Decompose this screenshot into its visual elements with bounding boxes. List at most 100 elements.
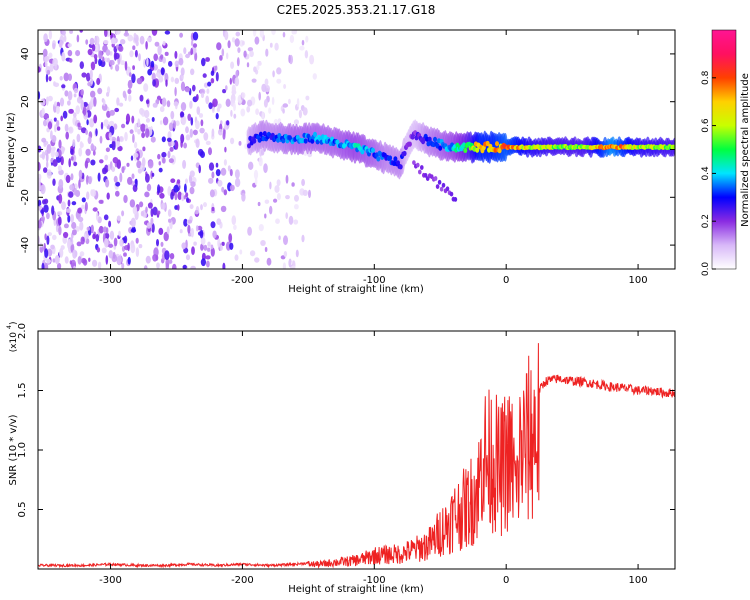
noise-cell — [100, 121, 104, 130]
noise-cell — [226, 52, 229, 60]
noise-cell — [246, 62, 250, 68]
noise-cell — [108, 250, 114, 259]
noise-cell — [183, 142, 188, 149]
colorbar-tick-label: 0.8 — [701, 70, 711, 85]
noise-cell — [203, 132, 209, 141]
noise-cell — [239, 249, 243, 255]
noise-cell — [68, 58, 73, 63]
noise-cell — [86, 72, 91, 82]
noise-cell — [237, 47, 241, 53]
noise-cell — [123, 252, 127, 257]
noise-cell — [44, 248, 49, 259]
noise-cell — [164, 51, 169, 57]
noise-cell — [56, 120, 60, 127]
noise-cell — [121, 210, 125, 217]
noise-cell — [92, 150, 96, 156]
noise-cell — [276, 193, 281, 201]
noise-cell — [169, 253, 175, 260]
noise-cell — [132, 133, 135, 143]
spectrogram-noise-cells — [38, 30, 317, 269]
noise-cell — [104, 30, 108, 37]
noise-cell — [288, 215, 294, 225]
snr-y-tick-label: 1.0 — [17, 442, 28, 458]
noise-cell — [78, 147, 83, 157]
trace-branch-cell — [437, 179, 442, 185]
noise-cell — [67, 49, 73, 57]
noise-cell — [218, 128, 223, 136]
noise-cell — [257, 201, 261, 207]
noise-cell — [95, 212, 99, 221]
noise-cell — [98, 58, 102, 67]
noise-cell — [185, 126, 189, 134]
noise-cell — [93, 96, 97, 107]
noise-cell — [135, 247, 140, 258]
noise-cell — [271, 30, 276, 36]
noise-cell — [229, 169, 233, 177]
noise-cell — [44, 61, 48, 68]
noise-cell — [199, 127, 205, 134]
figure-title: C2E5.2025.353.21.17.G18 — [277, 3, 436, 17]
noise-cell — [115, 64, 120, 72]
noise-cell — [65, 208, 72, 213]
noise-cell — [288, 54, 291, 64]
noise-cell — [56, 126, 61, 131]
noise-cell — [163, 231, 169, 242]
noise-cell — [107, 164, 111, 172]
noise-cell — [263, 99, 268, 108]
noise-cell — [229, 184, 235, 192]
noise-cell — [64, 256, 69, 264]
noise-cell — [40, 209, 44, 214]
noise-cell — [241, 92, 246, 99]
noise-cell — [265, 48, 269, 57]
noise-cell — [144, 191, 150, 198]
noise-cell — [67, 43, 72, 48]
noise-cell — [206, 88, 210, 94]
noise-cell — [146, 183, 152, 192]
noise-cell — [139, 107, 144, 115]
noise-cell — [139, 201, 144, 208]
noise-cell — [174, 50, 178, 59]
noise-cell — [111, 140, 116, 151]
noise-cell — [103, 119, 109, 127]
noise-cell — [91, 189, 96, 197]
colorbar-label: Normalized spectral amplitude — [740, 73, 750, 227]
noise-cell — [254, 177, 258, 186]
noise-cell — [71, 229, 77, 236]
noise-cell — [109, 109, 115, 116]
noise-cell — [41, 151, 46, 160]
noise-cell — [170, 191, 174, 200]
noise-cell — [236, 57, 240, 67]
noise-cell — [225, 85, 228, 91]
noise-cell — [249, 50, 254, 58]
noise-cell — [76, 241, 82, 247]
noise-cell — [308, 189, 311, 199]
noise-cell — [89, 37, 95, 46]
noise-cell — [99, 135, 103, 144]
noise-cell — [190, 265, 196, 269]
spectrogram-y-tick-label: -20 — [20, 189, 31, 205]
noise-cell — [165, 79, 168, 87]
noise-cell — [127, 79, 133, 89]
noise-cell — [72, 249, 77, 259]
noise-cell — [222, 262, 226, 269]
noise-cell — [138, 53, 141, 62]
noise-cell — [129, 50, 134, 58]
noise-cell — [121, 262, 125, 269]
snr-x-tick-label: -300 — [99, 575, 122, 586]
noise-cell — [173, 184, 179, 193]
noise-cell — [116, 255, 122, 266]
noise-cell — [133, 152, 139, 158]
noise-cell — [79, 61, 85, 69]
trace-core-cell — [376, 156, 381, 162]
noise-cell — [200, 119, 204, 127]
noise-cell — [125, 113, 131, 124]
noise-cell — [200, 92, 205, 99]
noise-cell — [152, 79, 157, 87]
noise-cell — [68, 73, 72, 81]
spectrogram-x-axis-label: Height of straight line (km) — [288, 284, 424, 295]
noise-cell — [156, 239, 159, 247]
noise-cell — [78, 169, 83, 179]
noise-cell — [124, 30, 128, 36]
noise-cell — [90, 224, 94, 234]
noise-cell — [76, 34, 80, 43]
